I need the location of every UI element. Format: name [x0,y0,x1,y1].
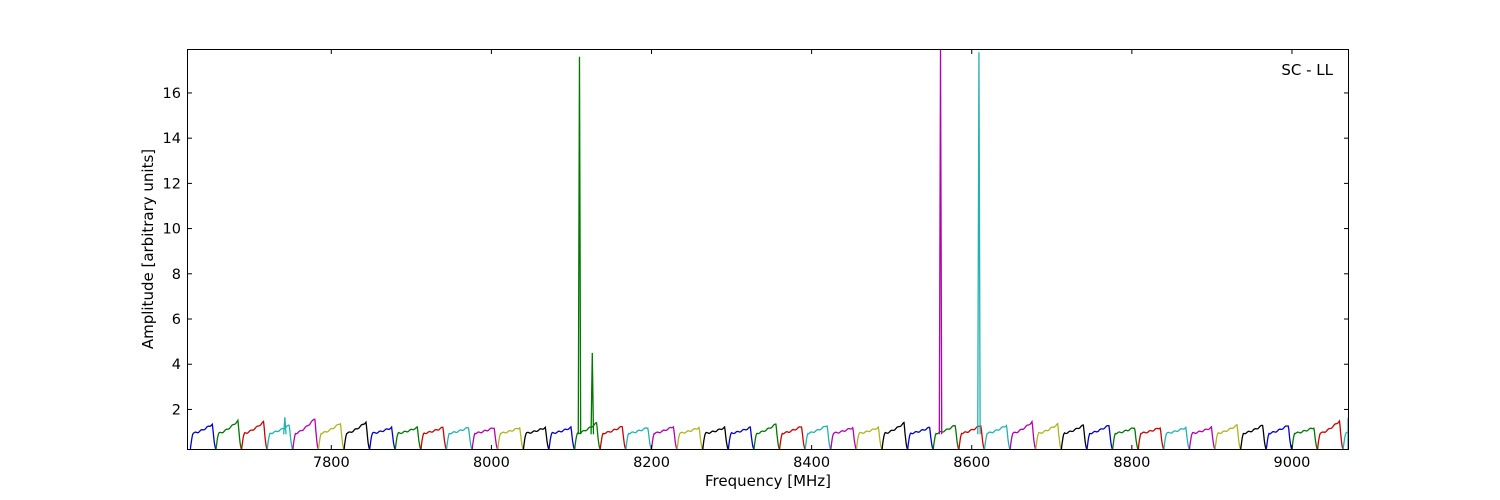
band-segment [804,424,832,450]
x-tick-label: 8600 [953,455,990,471]
band-segment [1214,423,1242,450]
band-segment [1240,424,1267,450]
spike-line [977,52,981,435]
band-segment [727,426,755,450]
band-segment [1137,426,1165,450]
x-tick-label: 9000 [1274,455,1311,471]
band-segment [753,423,781,450]
band-segment [1163,426,1190,450]
y-axis-ticks: 2 4 6 8 10 12 14 16 [163,86,1348,418]
band-segment [1035,422,1062,450]
x-tick-label: 7800 [313,455,350,471]
band-segment [1316,419,1344,450]
band-segment [1060,424,1088,450]
x-tick-label: 8400 [793,455,830,471]
spike-line [283,417,287,435]
band-segment [855,425,883,450]
band-segment [702,425,729,450]
y-axis-label: Amplitude [arbitrary units] [139,149,157,349]
band-segment [1342,418,1349,450]
y-tick-label: 2 [172,402,181,418]
band-segment [907,426,934,450]
band-segment [522,425,550,450]
band-segment [932,425,960,450]
y-tick-label: 6 [172,312,181,328]
band-segment [471,427,499,450]
x-axis-label: Frequency [MHz] [705,472,831,490]
band-segment [317,422,345,450]
band-segment [599,425,627,450]
band-segment [215,418,243,450]
band-segment [1265,425,1293,450]
band-segment [983,424,1011,450]
spike-line [590,352,595,435]
band-segment [778,426,806,450]
x-tick-label: 8200 [633,455,670,471]
band-segment [1009,419,1037,450]
y-tick-label: 10 [163,222,181,238]
y-tick-label: 16 [163,86,181,102]
band-segment [830,426,857,450]
spike-line [938,49,943,435]
band-segment [343,420,371,450]
chart-annotation: SC - LL [1281,61,1333,79]
band-segment [1111,427,1139,450]
band-segment [881,421,909,450]
band-segment [394,425,422,450]
band-segment [625,427,652,450]
y-tick-label: 14 [163,131,181,147]
band-segment [1291,427,1319,450]
band-segment [1188,425,1216,450]
band-segment [445,427,473,450]
band-segment [1086,424,1114,450]
x-axis-ticks: 7800 8000 8200 8400 8600 8800 9000 [313,50,1311,471]
band-segment [189,422,217,450]
x-tick-label: 8000 [473,455,510,471]
spike-line [577,56,582,435]
band-segment [266,424,294,450]
band-segment [369,425,396,450]
band-segment [497,426,524,450]
band-segment [240,420,268,450]
x-tick-label: 8800 [1113,455,1150,471]
band-segment [420,426,448,450]
band-series-group [189,418,1349,450]
plot-frame [187,49,1349,450]
spike-series-group [283,49,981,435]
band-segment [676,425,704,450]
band-segment [650,425,678,450]
band-segment [292,418,320,450]
y-tick-label: 12 [163,176,181,192]
y-tick-label: 8 [172,267,181,283]
y-tick-label: 4 [172,357,181,373]
band-segment [548,425,576,450]
